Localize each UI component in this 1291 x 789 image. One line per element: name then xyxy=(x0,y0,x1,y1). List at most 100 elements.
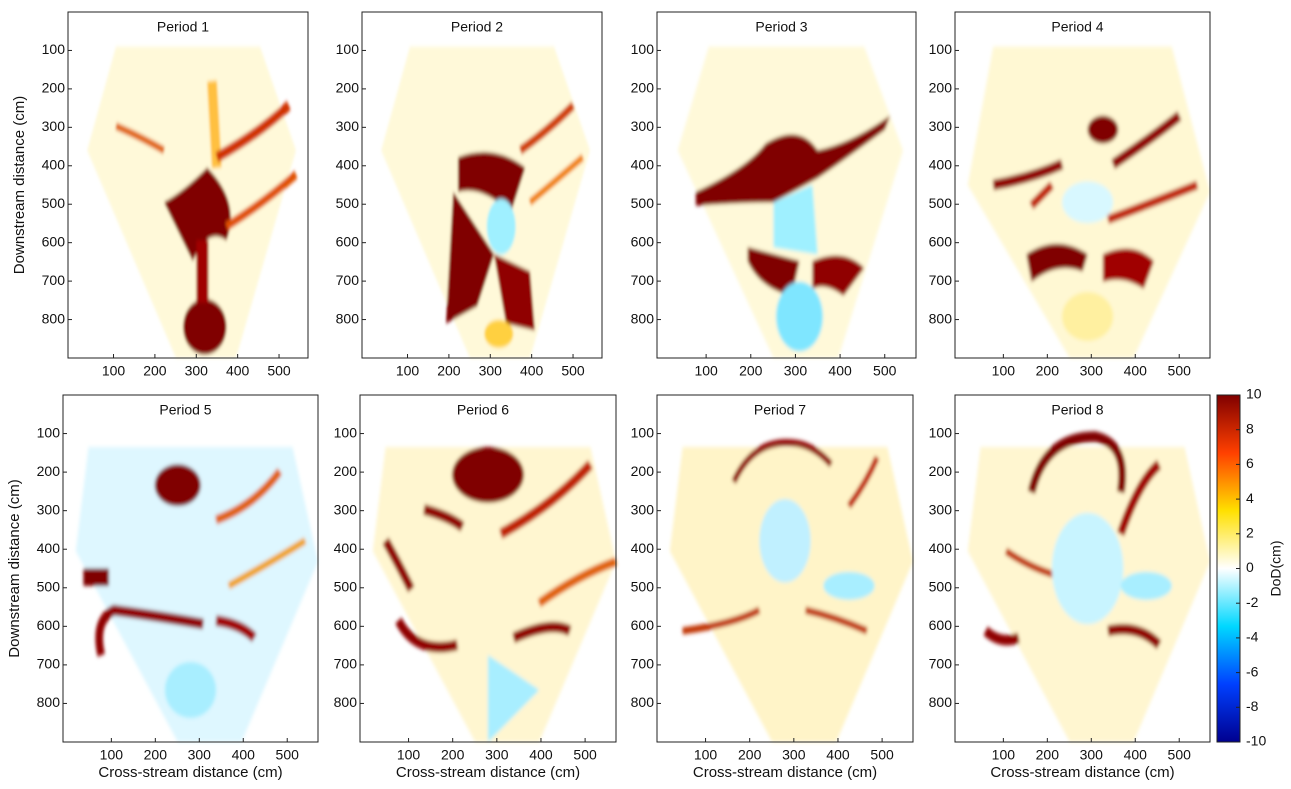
colorbar-tick-label: 10 xyxy=(1246,386,1262,402)
y-tick-label: 500 xyxy=(929,195,953,211)
y-tick-label: 400 xyxy=(336,156,360,172)
y-tick-label: 100 xyxy=(929,424,953,440)
y-tick-label: 700 xyxy=(631,656,655,672)
y-tick-label: 700 xyxy=(631,272,655,288)
field-art xyxy=(381,46,590,358)
x-tick-label: 500 xyxy=(873,363,897,379)
panel-title: Period 4 xyxy=(1051,19,1103,35)
y-tick-label: 400 xyxy=(42,156,66,172)
x-tick-label: 200 xyxy=(1036,747,1060,763)
y-tick-label: 500 xyxy=(334,578,358,594)
y-tick-label: 800 xyxy=(42,310,66,326)
x-tick-label: 100 xyxy=(694,747,718,763)
y-tick-label: 600 xyxy=(336,233,360,249)
y-tick-label: 700 xyxy=(42,272,66,288)
plot-frame xyxy=(656,394,914,743)
y-tick-label: 200 xyxy=(37,463,61,479)
y-tick-label: 600 xyxy=(334,617,358,633)
plot-frame xyxy=(656,11,917,359)
colorbar-tick-label: 0 xyxy=(1246,559,1254,575)
x-tick-label: 400 xyxy=(1124,747,1148,763)
y-tick-label: 800 xyxy=(334,694,358,710)
y-tick-label: 300 xyxy=(631,118,655,134)
plot-frame xyxy=(359,394,617,743)
y-tick-label: 200 xyxy=(336,80,360,96)
panel-title: Period 2 xyxy=(451,19,503,35)
x-axis-label: Cross-stream distance (cm) xyxy=(990,764,1174,781)
colorbar-tick-label: -8 xyxy=(1246,698,1259,714)
y-tick-label: 500 xyxy=(42,195,66,211)
y-tick-label: 100 xyxy=(42,41,66,57)
y-tick-label: 700 xyxy=(929,656,953,672)
field-art xyxy=(75,447,318,742)
y-tick-label: 800 xyxy=(929,694,953,710)
panel-title: Period 1 xyxy=(157,19,209,35)
field-art xyxy=(967,46,1210,358)
y-tick-label: 600 xyxy=(42,233,66,249)
field-art xyxy=(372,447,617,742)
y-tick-label: 300 xyxy=(334,501,358,517)
y-tick-label: 100 xyxy=(631,41,655,57)
field-art xyxy=(677,46,904,358)
y-tick-label: 600 xyxy=(631,617,655,633)
colorbar-tick-label: -2 xyxy=(1246,594,1259,610)
x-tick-label: 100 xyxy=(992,747,1016,763)
y-tick-label: 500 xyxy=(37,578,61,594)
y-tick-label: 100 xyxy=(336,41,360,57)
plot-frame xyxy=(954,11,1211,359)
x-tick-label: 300 xyxy=(784,363,808,379)
field-art xyxy=(967,431,1210,742)
y-tick-label: 200 xyxy=(631,80,655,96)
y-tick-label: 100 xyxy=(631,424,655,440)
x-axis-label: Cross-stream distance (cm) xyxy=(693,764,877,781)
x-tick-label: 400 xyxy=(226,363,250,379)
x-tick-label: 500 xyxy=(561,363,585,379)
x-tick-label: 500 xyxy=(1168,363,1192,379)
x-tick-label: 500 xyxy=(276,747,300,763)
y-tick-label: 300 xyxy=(929,501,953,517)
colorbar-label: DoD(cm) xyxy=(1268,541,1284,597)
x-tick-label: 300 xyxy=(485,747,509,763)
y-tick-label: 200 xyxy=(631,463,655,479)
y-tick-label: 700 xyxy=(336,272,360,288)
y-tick-label: 700 xyxy=(334,656,358,672)
y-tick-label: 400 xyxy=(631,540,655,556)
y-axis-label: Downstream distance (cm) xyxy=(6,479,23,657)
panel-title: Period 5 xyxy=(159,402,211,418)
x-tick-label: 200 xyxy=(1036,363,1060,379)
x-tick-label: 200 xyxy=(441,747,465,763)
x-tick-label: 400 xyxy=(232,747,256,763)
y-tick-label: 600 xyxy=(929,233,953,249)
y-tick-label: 300 xyxy=(42,118,66,134)
x-tick-label: 300 xyxy=(188,747,212,763)
field-art xyxy=(87,46,298,358)
x-tick-label: 400 xyxy=(828,363,852,379)
x-tick-label: 300 xyxy=(185,363,209,379)
plot-frame xyxy=(67,11,309,359)
x-tick-label: 100 xyxy=(100,747,124,763)
y-tick-label: 400 xyxy=(929,540,953,556)
x-tick-label: 200 xyxy=(739,363,763,379)
colorbar-tick-label: -10 xyxy=(1246,733,1266,749)
x-tick-label: 400 xyxy=(826,747,850,763)
y-tick-label: 500 xyxy=(929,578,953,594)
y-tick-label: 700 xyxy=(929,272,953,288)
x-tick-label: 400 xyxy=(529,747,553,763)
x-tick-label: 100 xyxy=(102,363,126,379)
y-tick-label: 600 xyxy=(37,617,61,633)
x-tick-label: 500 xyxy=(267,363,291,379)
x-tick-label: 100 xyxy=(992,363,1016,379)
x-tick-label: 100 xyxy=(396,363,420,379)
x-tick-label: 300 xyxy=(479,363,503,379)
x-tick-label: 200 xyxy=(143,363,167,379)
y-tick-label: 800 xyxy=(929,310,953,326)
y-axis-label: Downstream distance (cm) xyxy=(11,96,28,274)
y-tick-label: 800 xyxy=(336,310,360,326)
plot-frame xyxy=(62,394,319,743)
y-tick-label: 500 xyxy=(336,195,360,211)
y-tick-label: 100 xyxy=(929,41,953,57)
y-tick-label: 300 xyxy=(37,501,61,517)
y-tick-label: 200 xyxy=(334,463,358,479)
x-tick-label: 200 xyxy=(144,747,168,763)
x-tick-label: 500 xyxy=(573,747,597,763)
